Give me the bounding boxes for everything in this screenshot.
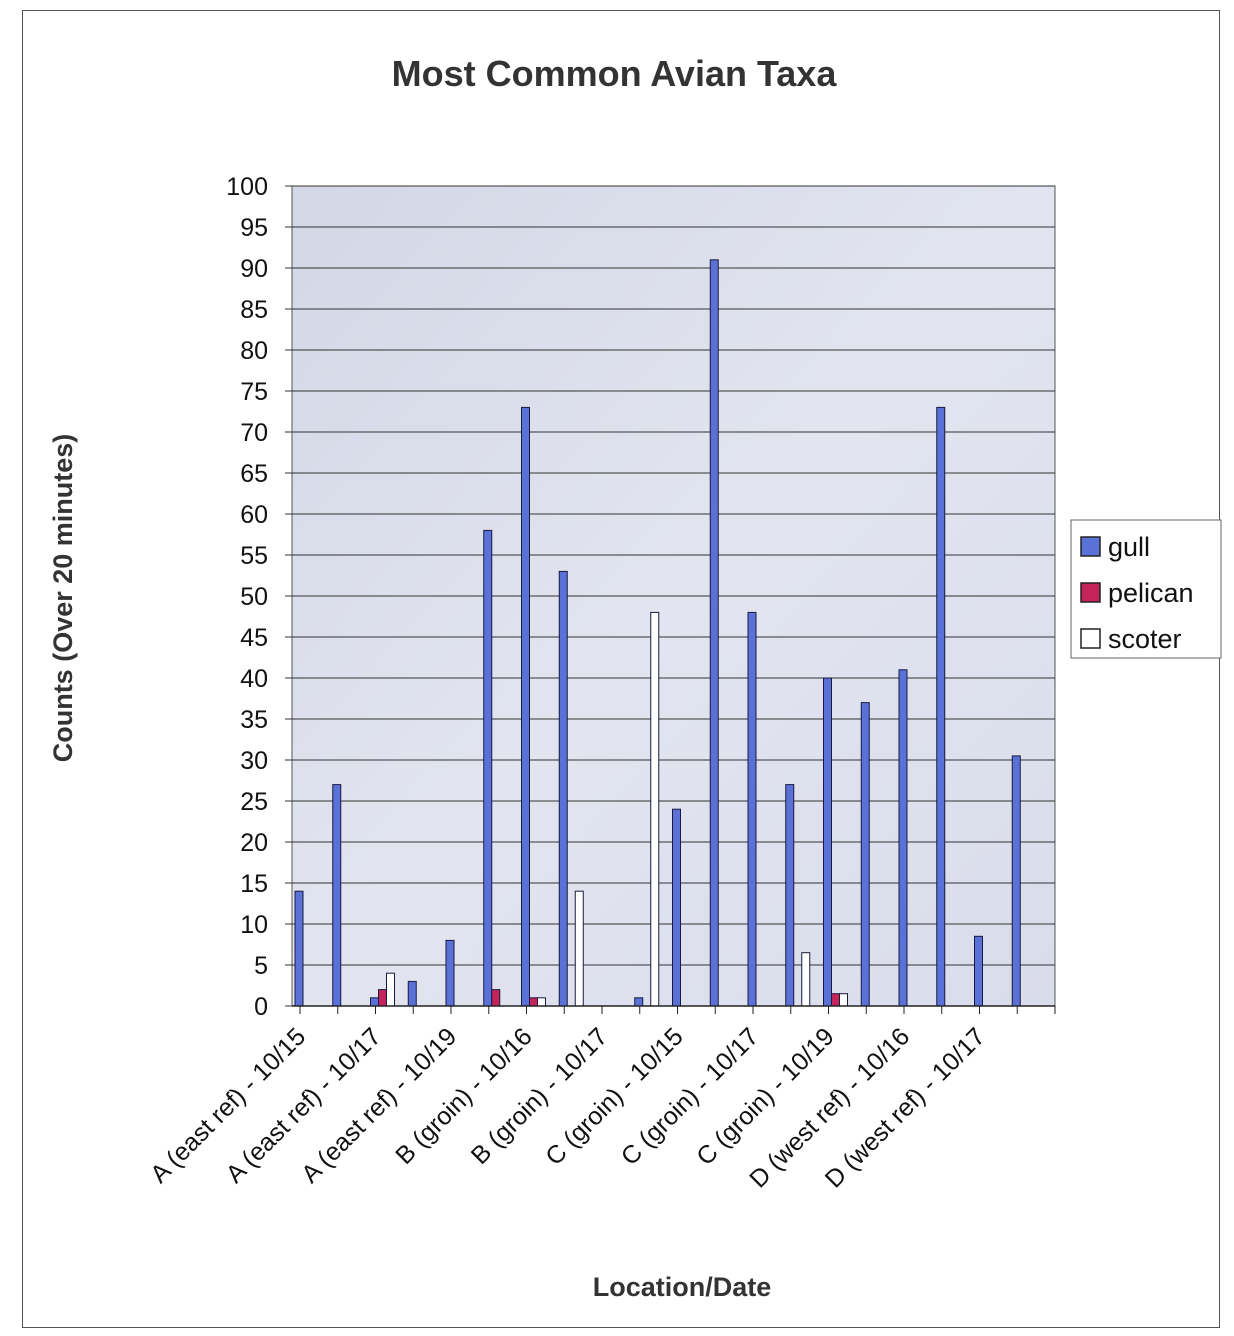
bar-scoter [801,952,811,1007]
legend-swatch-scoter [1080,628,1101,649]
bar-gull [558,570,568,1007]
x-tick-label: B (groin) - 10/16 [390,1022,538,1170]
y-tick-label: 25 [240,788,268,816]
y-tick-label: 35 [240,706,268,734]
y-tick-label: 55 [240,542,268,570]
bar-scoter [650,611,660,1007]
y-tick-label: 80 [240,337,268,365]
y-tick-label: 85 [240,296,268,324]
y-axis-ticks: 0 5 10 15 20 25 30 35 40 45 50 55 60 65 70 75 80 85 90 95 10… [226,173,292,1021]
bar-pelican [529,997,538,1007]
y-tick-label: 15 [240,870,268,898]
bar-gull [974,935,983,1007]
bar-gull [370,997,379,1007]
bar-gull [785,784,795,1007]
y-tick-label: 60 [240,501,268,529]
bar-gull [936,406,946,1007]
bar-gull [860,702,870,1007]
legend-label-gull: gull [1108,532,1150,562]
legend-swatch-gull [1080,536,1101,557]
x-axis-title: Location/Date [593,1272,772,1302]
x-tick-label: C (groin) - 10/15 [540,1022,689,1171]
y-tick-label: 40 [240,665,268,693]
y-tick-label: 70 [240,419,268,447]
x-axis-tick-labels: A (east ref) - 10/15A (east ref) - 10/17… [145,1022,991,1193]
bar-gull [634,997,644,1007]
y-tick-label: 100 [226,173,268,201]
y-tick-label: 95 [240,214,268,242]
y-tick-label: 45 [240,624,268,652]
bar-gull [747,611,757,1007]
y-tick-label: 0 [254,993,268,1021]
legend-label-pelican: pelican [1108,578,1194,608]
bar-scoter [537,997,546,1007]
y-tick-label: 20 [240,829,268,857]
bar-gull [898,669,908,1007]
legend-label-scoter: scoter [1108,624,1182,654]
bar-gull [672,808,681,1007]
y-axis-title: Counts (Over 20 minutes) [48,434,78,763]
chart-title: Most Common Avian Taxa [392,53,838,94]
bar-scoter [574,890,584,1007]
x-axis [292,1005,1056,1014]
y-tick-label: 30 [240,747,268,775]
bar-scoter [386,972,395,1007]
bar-gull [823,677,832,1007]
bar-gull [445,939,455,1007]
y-tick-label: 65 [240,460,268,488]
y-tick-label: 90 [240,255,268,283]
bar-pelican [378,989,387,1007]
bar-gull [709,259,719,1007]
bar-pelican [491,989,501,1007]
bar-gull [332,784,342,1007]
bar-gull [294,890,304,1007]
y-tick-label: 5 [254,952,268,980]
y-tick-label: 75 [240,378,268,406]
bar-gull [407,980,417,1007]
y-tick-label: 10 [240,911,268,939]
legend: gull pelican scoter [1070,519,1222,659]
bar-gull [521,406,530,1007]
bar-scoter [839,993,848,1007]
x-tick-label: C (groin) - 10/17 [616,1022,765,1171]
legend-swatch-pelican [1080,582,1101,603]
x-tick-label: B (groin) - 10/17 [466,1022,614,1170]
x-tick-label: C (groin) - 10/19 [691,1022,840,1171]
bar-gull [483,529,493,1007]
bar-gull [1011,755,1021,1007]
y-tick-label: 50 [240,583,268,611]
bar-pelican [831,993,840,1007]
